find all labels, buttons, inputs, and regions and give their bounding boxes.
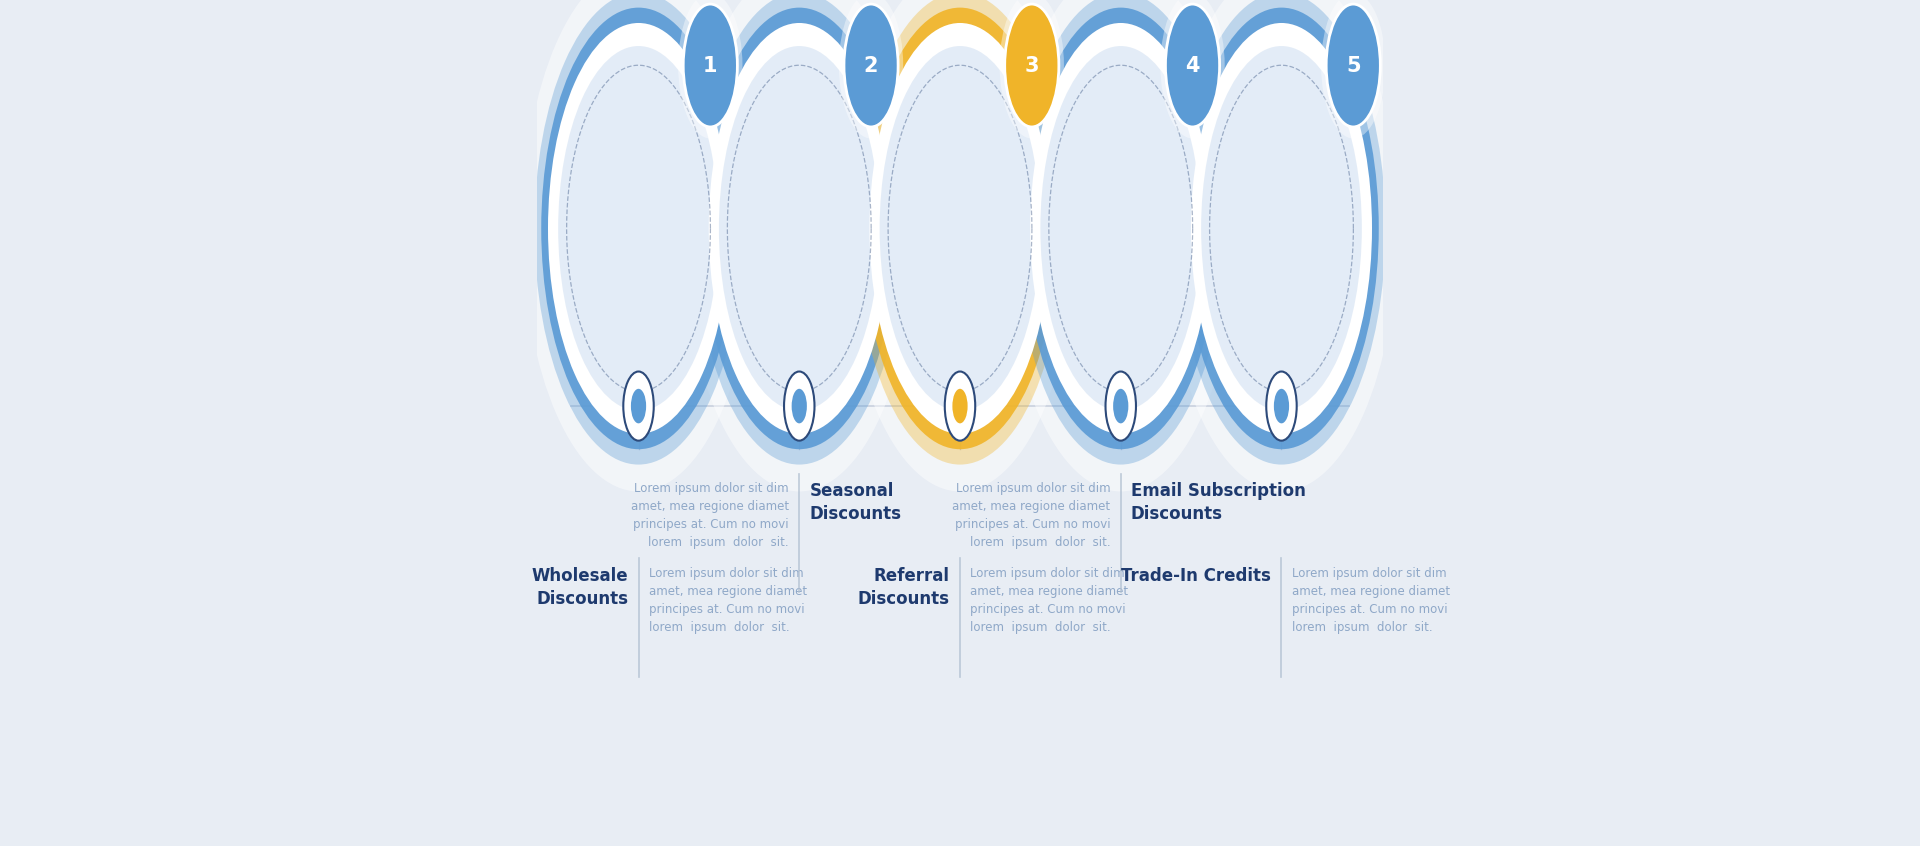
Ellipse shape [1004,0,1236,492]
Text: 2: 2 [864,56,877,75]
Ellipse shape [1004,4,1058,127]
Ellipse shape [870,23,1050,434]
Text: Lorem ipsum dolor sit dim
amet, mea regione diamet
principes at. Cum no movi
lor: Lorem ipsum dolor sit dim amet, mea regi… [970,567,1129,634]
Ellipse shape [856,0,1064,464]
Ellipse shape [559,46,718,411]
Ellipse shape [783,371,814,441]
Text: Referral
Discounts: Referral Discounts [858,567,950,607]
Ellipse shape [1273,389,1288,423]
Ellipse shape [1327,4,1380,127]
Ellipse shape [684,4,737,127]
Text: Lorem ipsum dolor sit dim
amet, mea regione diamet
principes at. Cum no movi
lor: Lorem ipsum dolor sit dim amet, mea regi… [1292,567,1450,634]
Ellipse shape [845,4,899,127]
Ellipse shape [1160,0,1225,139]
Ellipse shape [718,46,879,411]
Ellipse shape [1202,46,1361,411]
Text: Trade-In Credits: Trade-In Credits [1121,567,1271,585]
Text: Lorem ipsum dolor sit dim
amet, mea regione diamet
principes at. Cum no movi
lor: Lorem ipsum dolor sit dim amet, mea regi… [649,567,806,634]
Ellipse shape [1190,23,1373,434]
Ellipse shape [1267,371,1296,441]
Ellipse shape [678,0,743,139]
Ellipse shape [1165,4,1219,127]
Ellipse shape [708,23,889,434]
Text: Seasonal
Discounts: Seasonal Discounts [810,482,900,523]
Ellipse shape [684,0,916,492]
Text: 3: 3 [1025,56,1039,75]
Ellipse shape [862,8,1058,449]
Ellipse shape [1106,371,1137,441]
Ellipse shape [845,0,1075,492]
Text: Lorem ipsum dolor sit dim
amet, mea regione diamet
principes at. Cum no movi
lor: Lorem ipsum dolor sit dim amet, mea regi… [952,482,1110,549]
Ellipse shape [1114,389,1129,423]
Text: Lorem ipsum dolor sit dim
amet, mea regione diamet
principes at. Cum no movi
lor: Lorem ipsum dolor sit dim amet, mea regi… [632,482,789,549]
Ellipse shape [1321,0,1386,139]
Text: Email Subscription
Discounts: Email Subscription Discounts [1131,482,1306,523]
Ellipse shape [879,46,1041,411]
Ellipse shape [791,389,806,423]
Ellipse shape [952,389,968,423]
Ellipse shape [1177,0,1386,464]
Text: 1: 1 [703,56,718,75]
Ellipse shape [1165,0,1398,492]
Ellipse shape [1023,8,1217,449]
Ellipse shape [547,23,730,434]
Text: Wholesale
Discounts: Wholesale Discounts [532,567,628,607]
Text: 4: 4 [1185,56,1200,75]
Ellipse shape [703,8,897,449]
Ellipse shape [1000,0,1064,139]
Ellipse shape [1031,23,1212,434]
Ellipse shape [522,0,755,492]
Ellipse shape [541,8,735,449]
Ellipse shape [534,0,743,464]
Ellipse shape [1041,46,1202,411]
Ellipse shape [1185,8,1379,449]
Ellipse shape [624,371,653,441]
Ellipse shape [945,371,975,441]
Text: 5: 5 [1346,56,1361,75]
Ellipse shape [695,0,902,464]
Ellipse shape [839,0,902,139]
Ellipse shape [1018,0,1225,464]
Ellipse shape [632,389,647,423]
